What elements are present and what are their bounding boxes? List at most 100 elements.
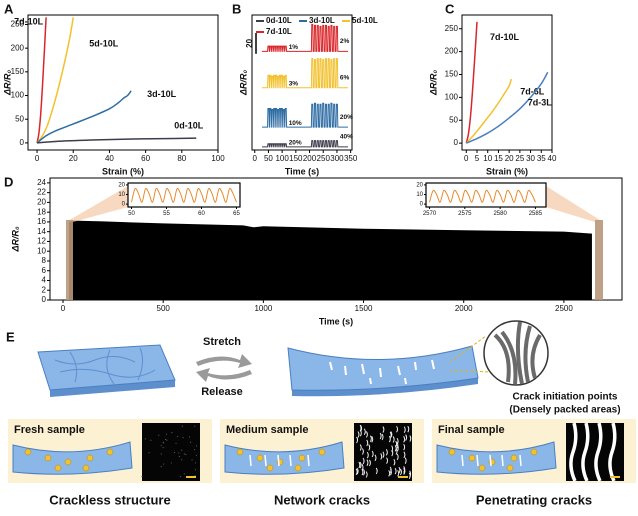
cycling-area: [69, 220, 592, 300]
particle: [468, 454, 476, 462]
sem-crack: [404, 457, 407, 464]
zoom-callout: [449, 320, 549, 386]
strain-label: 40%: [340, 134, 353, 141]
data-line: [131, 187, 237, 203]
sem-crack: [375, 467, 378, 475]
sem-crack: [371, 436, 374, 443]
x-tick-label: 2580: [493, 211, 507, 217]
sem-crack: [396, 425, 399, 433]
legend-label: 7d-10L: [266, 27, 292, 36]
y-tick-label: 6: [42, 266, 47, 275]
sem-crack: [362, 457, 365, 465]
sem-crack: [355, 468, 358, 476]
x-tick-label: 0: [35, 154, 40, 163]
sem-crack: [391, 445, 394, 452]
x-tick-label: 2500: [555, 304, 573, 313]
x-tick-label: 65: [233, 211, 240, 217]
particle: [298, 454, 306, 462]
sem-speck: [175, 442, 177, 444]
particle: [294, 464, 302, 472]
sem-crack: [363, 428, 366, 436]
y-axis-title: ΔR/R₀: [428, 70, 438, 97]
sem-crack: [569, 422, 578, 482]
sample-film: [224, 441, 345, 475]
plot-frame: [251, 14, 353, 151]
sem-speck: [195, 454, 197, 456]
x-tick-label: 100: [211, 154, 225, 163]
sem-crack: [396, 442, 399, 449]
y-tick-label: 16: [37, 217, 46, 226]
particle: [236, 448, 244, 456]
sem-crack: [357, 431, 360, 438]
sem-speck: [185, 453, 187, 456]
scale-marker: [398, 476, 408, 478]
sem-crack: [405, 434, 408, 441]
sample-title: Final sample: [438, 424, 505, 436]
y-tick-label: 200: [11, 43, 25, 52]
sem-crack: [365, 431, 368, 438]
series-label: 7d-10L: [490, 32, 520, 42]
sample-title: Fresh sample: [14, 424, 85, 436]
sem-speck: [171, 432, 173, 434]
scale-bar-label: 20: [245, 38, 254, 47]
sem-speck: [173, 451, 176, 454]
x-axis-title: Strain (%): [102, 166, 144, 176]
sem-crack: [385, 449, 388, 456]
sem-crack: [366, 439, 369, 447]
panel-label: D: [4, 174, 13, 189]
sem-speck: [181, 449, 183, 451]
sem-crack: [581, 422, 590, 482]
y-tick-label: 0: [42, 295, 47, 304]
sem-crack: [400, 468, 402, 476]
sem-speck: [183, 453, 185, 455]
y-tick-label: 20: [37, 198, 46, 207]
x-tick-label: 30: [526, 154, 535, 163]
particle: [24, 448, 32, 456]
sem-crack: [407, 425, 410, 433]
sem-crack: [358, 461, 361, 469]
sem-speck: [166, 439, 168, 441]
crack-title: Crack initiation points: [512, 392, 617, 403]
y-tick-label: 20: [118, 182, 125, 188]
sem-crack: [394, 467, 397, 475]
data-line: [465, 71, 549, 144]
sem-crack: [388, 435, 391, 443]
sem-crack: [403, 436, 406, 443]
sem-speck: [141, 475, 143, 478]
sem-crack: [369, 435, 372, 442]
y-axis-title: ΔR/R₀: [10, 226, 20, 253]
sem-speck: [193, 448, 196, 451]
release-label: Release: [201, 386, 243, 398]
y-tick-label: 12: [37, 237, 46, 246]
x-tick-label: 60: [141, 154, 150, 163]
x-tick-label: 2570: [423, 211, 437, 217]
x-tick-label: 200: [303, 154, 317, 163]
strain-label: 3%: [289, 80, 299, 87]
strain-label: 20%: [340, 114, 353, 121]
sample-caption: Crackless structure: [49, 492, 170, 507]
sem-crack: [394, 445, 397, 452]
particle: [266, 464, 274, 472]
stretch-arrows: [196, 354, 252, 382]
particle: [448, 448, 456, 456]
x-tick-label: 10: [483, 154, 492, 163]
strain-label: 10%: [289, 120, 302, 127]
sem-speck: [162, 442, 164, 444]
y-tick-label: 18: [37, 207, 46, 216]
x-tick-label: 100: [275, 154, 289, 163]
x-tick-label: 55: [163, 211, 170, 217]
sem-speck: [191, 459, 193, 461]
y-tick-label: 8: [42, 256, 47, 265]
sem-crack: [397, 470, 400, 477]
sem-crack: [359, 444, 362, 451]
crack-slit: [501, 454, 504, 467]
y-axis-title: ΔR/R₀: [238, 70, 248, 97]
x-tick-label: 5: [475, 154, 480, 163]
sample-film: [436, 441, 557, 475]
particle: [478, 464, 486, 472]
sem-speck: [178, 455, 180, 458]
sem-speck: [195, 445, 198, 447]
sem-crack: [403, 466, 406, 473]
y-tick-label: 20: [416, 182, 423, 188]
